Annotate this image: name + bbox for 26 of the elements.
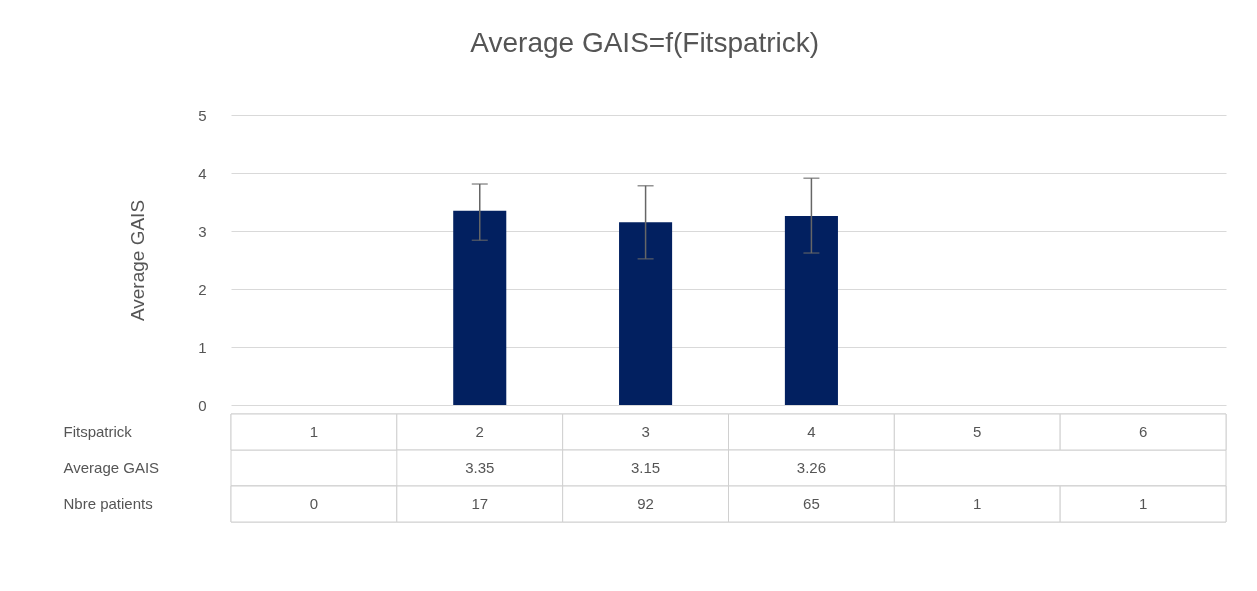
data-label: 3.35 bbox=[465, 459, 495, 476]
text: 65 bbox=[803, 495, 820, 512]
y-tick-label: 4 bbox=[198, 164, 207, 182]
y-tick-label: 1 bbox=[198, 338, 207, 356]
chart-title: Average GAIS=f(Fitspatrick) bbox=[470, 27, 820, 58]
x-tick-label: 2 bbox=[475, 423, 484, 440]
x-tick-label: 1 bbox=[309, 423, 319, 440]
text: 92 bbox=[637, 495, 654, 512]
y-tick-label: 2 bbox=[198, 280, 207, 298]
y-tick-label: 3 bbox=[198, 222, 207, 240]
data-label: 3.26 bbox=[796, 459, 827, 476]
text: Nbre patients bbox=[63, 495, 153, 512]
x-tick-label: 4 bbox=[807, 423, 816, 440]
x-tick-label: 3 bbox=[641, 423, 650, 440]
text: 17 bbox=[471, 495, 489, 512]
y-axis-title: Average GAIS bbox=[127, 199, 149, 322]
x-tick-label: 5 bbox=[973, 423, 982, 440]
text: 1 bbox=[1138, 495, 1148, 512]
text: Average GAIS bbox=[63, 459, 160, 476]
data-label: 3.15 bbox=[630, 459, 661, 476]
text: 0 bbox=[309, 495, 319, 512]
y-tick-label: 0 bbox=[198, 396, 207, 414]
y-tick-label: 5 bbox=[198, 106, 207, 124]
x-axis-title: Fitspatrick bbox=[63, 423, 133, 440]
text: 1 bbox=[973, 495, 982, 512]
x-tick-label: 6 bbox=[1138, 423, 1148, 440]
